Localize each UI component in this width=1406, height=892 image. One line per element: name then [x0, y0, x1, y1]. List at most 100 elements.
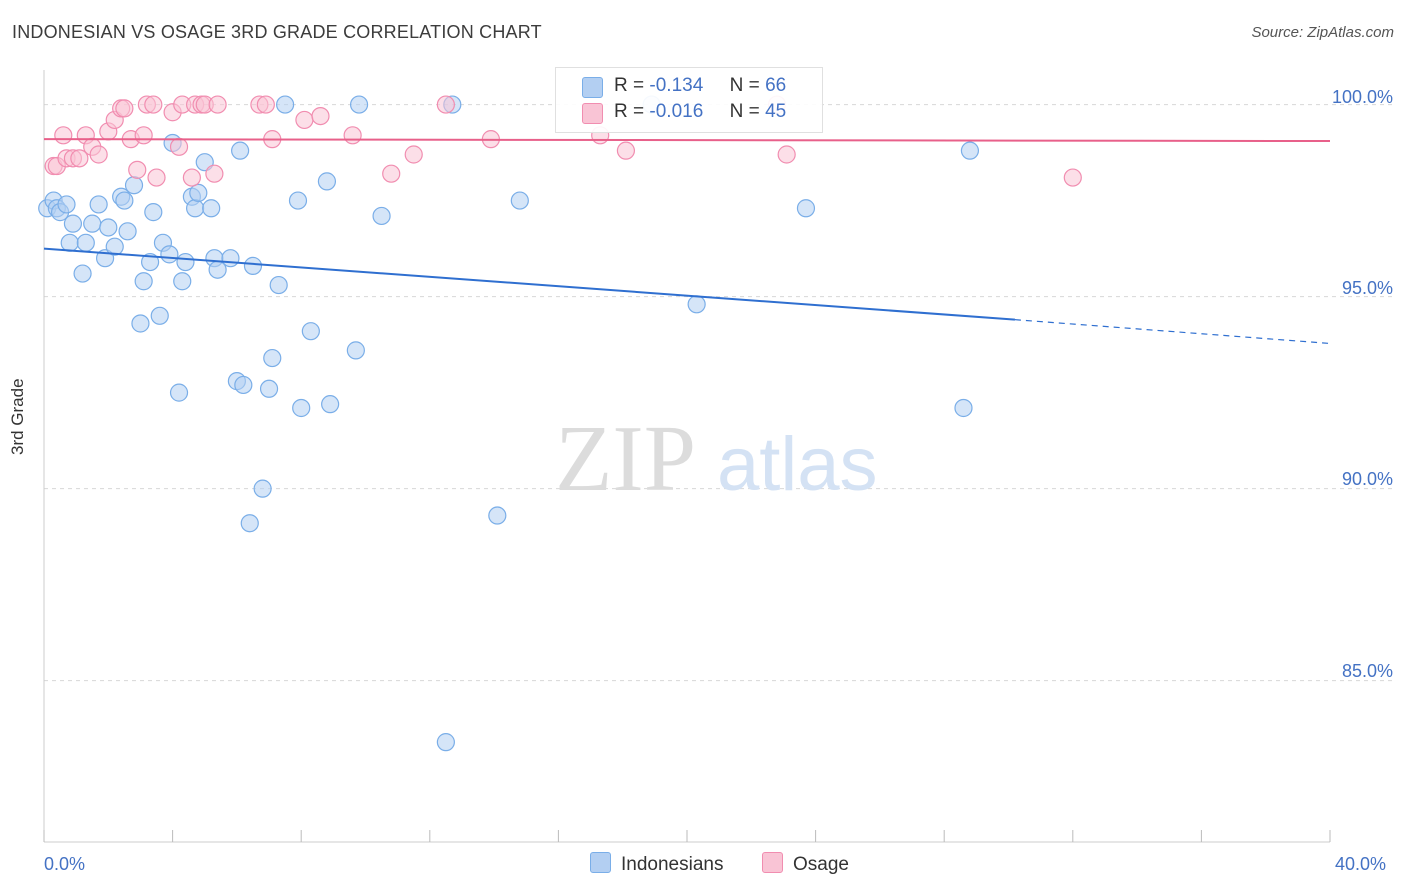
legend-n-label: N = — [729, 101, 760, 122]
legend-r-value: -0.134 — [649, 75, 704, 96]
data-point — [616, 141, 636, 160]
data-point — [205, 164, 224, 183]
data-point — [128, 160, 147, 179]
trend-line-indonesians-extension — [1014, 319, 1331, 345]
source-label: Source: ZipAtlas.com — [1251, 24, 1394, 41]
data-point — [346, 341, 365, 360]
data-point — [182, 168, 201, 187]
data-point — [240, 514, 259, 533]
trend-lines — [43, 138, 1331, 345]
data-point — [436, 733, 455, 752]
data-point — [349, 95, 369, 114]
legend-r-label: R = — [614, 75, 645, 96]
y-tick-label-95: 95.0% — [1341, 278, 1393, 298]
legend-swatch-indonesians — [582, 77, 603, 98]
data-point — [140, 252, 160, 272]
data-point — [70, 149, 89, 168]
data-point — [54, 126, 73, 145]
data-point — [687, 295, 706, 314]
legend-r-label: R = — [614, 101, 645, 122]
legend-n-label: N = — [729, 75, 760, 96]
data-point — [317, 172, 337, 191]
data-point — [134, 272, 153, 291]
axes — [43, 70, 1331, 843]
legend-n-value: 45 — [765, 101, 787, 122]
y-tick-label-90: 90.0% — [1341, 469, 1393, 489]
x-tick-label-0: 0.0% — [44, 854, 86, 874]
data-point — [372, 206, 391, 226]
data-point — [259, 379, 279, 398]
data-point — [173, 272, 192, 291]
data-point — [256, 95, 275, 114]
data-point — [404, 145, 423, 164]
legend-item-indonesians[interactable]: Indonesians — [590, 852, 723, 876]
x-tick-label-40: 40.0% — [1335, 854, 1387, 874]
trend-line-indonesians — [43, 247, 1016, 321]
data-point — [253, 479, 272, 498]
data-point — [269, 275, 288, 295]
data-point — [76, 233, 95, 252]
legend-n-value: 66 — [765, 75, 787, 96]
watermark: ZIP atlas — [555, 407, 878, 511]
data-point — [169, 137, 189, 156]
watermark-zip: ZIP — [555, 407, 696, 511]
legend-swatch-indonesians — [590, 852, 611, 873]
data-point — [73, 264, 92, 283]
data-point — [796, 199, 816, 218]
legend-swatch-osage — [762, 852, 783, 873]
data-point — [176, 252, 195, 272]
trend-line-osage — [43, 138, 1331, 143]
data-point — [276, 95, 295, 114]
data-point — [144, 203, 163, 222]
data-point — [150, 306, 169, 325]
data-point — [321, 395, 340, 414]
data-point — [118, 222, 137, 241]
legend-label-indonesians: Indonesians — [621, 854, 724, 875]
data-point — [83, 214, 102, 233]
data-point — [510, 191, 529, 210]
watermark-atlas: atlas — [717, 422, 878, 507]
data-point — [134, 126, 153, 145]
stats-legend: R = -0.134 N = 66 R = -0.016 N = 45 — [555, 67, 823, 133]
data-point — [89, 195, 108, 214]
data-point — [99, 218, 118, 237]
data-point — [234, 375, 253, 395]
data-point — [60, 233, 79, 252]
y-tick-label-85: 85.0% — [1341, 661, 1393, 681]
data-point — [147, 168, 166, 187]
data-point — [436, 95, 455, 114]
data-point — [186, 199, 205, 218]
data-point — [160, 245, 179, 264]
data-point — [960, 141, 980, 160]
data-point — [288, 191, 308, 210]
legend-item-osage[interactable]: Osage — [762, 852, 849, 876]
data-point — [221, 249, 240, 268]
data-point — [57, 195, 76, 214]
data-point — [292, 398, 311, 418]
data-point — [144, 95, 163, 114]
data-point — [169, 383, 189, 402]
series-legend: Indonesians Osage — [0, 852, 1406, 878]
data-point — [382, 164, 401, 183]
data-point — [311, 106, 330, 126]
data-point — [954, 398, 973, 418]
data-point — [263, 348, 282, 368]
data-point — [1063, 168, 1082, 187]
legend-swatch-osage — [582, 103, 603, 124]
data-point — [343, 126, 362, 145]
data-point — [115, 99, 134, 118]
data-point — [89, 145, 108, 164]
data-point — [63, 214, 83, 233]
legend-r-value: -0.016 — [649, 101, 704, 122]
data-point — [131, 314, 150, 333]
data-point — [301, 322, 320, 341]
chart-title: INDONESIAN VS OSAGE 3RD GRADE CORRELATIO… — [12, 22, 542, 42]
data-point — [202, 199, 221, 218]
data-point — [243, 256, 263, 275]
data-point — [231, 141, 250, 160]
data-point — [488, 506, 507, 525]
data-point — [295, 110, 314, 130]
data-point — [777, 145, 796, 164]
data-point — [208, 95, 227, 114]
